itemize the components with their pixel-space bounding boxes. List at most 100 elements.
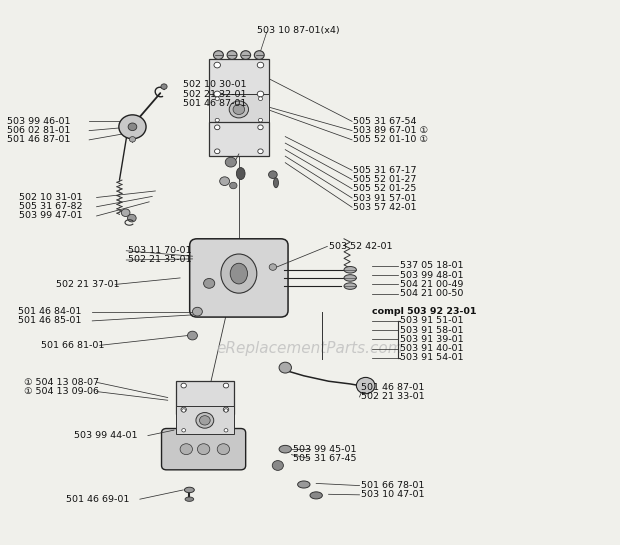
- Ellipse shape: [344, 275, 356, 281]
- Circle shape: [196, 413, 214, 428]
- Text: 501 46 87-01: 501 46 87-01: [7, 135, 70, 144]
- Circle shape: [227, 51, 237, 59]
- Text: 504 21 00-49: 504 21 00-49: [400, 280, 463, 289]
- Circle shape: [217, 444, 229, 455]
- FancyBboxPatch shape: [209, 123, 268, 156]
- Circle shape: [241, 51, 250, 59]
- Text: 503 91 51-01: 503 91 51-01: [400, 317, 463, 325]
- Text: 505 52 01-27: 505 52 01-27: [353, 175, 417, 184]
- Circle shape: [229, 101, 249, 118]
- Circle shape: [203, 278, 215, 288]
- Text: 505 52 01-25: 505 52 01-25: [353, 184, 417, 193]
- Text: 503 91 39-01: 503 91 39-01: [400, 335, 463, 344]
- Text: 501 66 81-01: 501 66 81-01: [41, 341, 104, 350]
- Circle shape: [130, 137, 136, 142]
- Circle shape: [215, 97, 219, 100]
- Circle shape: [224, 428, 228, 432]
- Circle shape: [122, 209, 130, 216]
- Circle shape: [182, 409, 185, 412]
- Circle shape: [128, 123, 137, 131]
- Circle shape: [213, 51, 223, 59]
- Text: 503 99 45-01: 503 99 45-01: [293, 445, 356, 453]
- Text: 505 31 67-45: 505 31 67-45: [293, 454, 356, 463]
- Text: 503 91 54-01: 503 91 54-01: [400, 353, 463, 362]
- Text: 503 91 57-01: 503 91 57-01: [353, 193, 417, 203]
- Text: 502 21 32-01: 502 21 32-01: [183, 90, 247, 99]
- Text: 503 10 47-01: 503 10 47-01: [361, 490, 424, 499]
- Circle shape: [224, 409, 228, 412]
- Circle shape: [225, 158, 236, 167]
- Circle shape: [259, 118, 263, 122]
- FancyBboxPatch shape: [209, 94, 268, 125]
- Ellipse shape: [236, 167, 245, 179]
- FancyBboxPatch shape: [175, 380, 234, 414]
- Circle shape: [259, 97, 263, 100]
- Text: 502 21 35-01: 502 21 35-01: [128, 256, 191, 264]
- Text: 503 99 44-01: 503 99 44-01: [74, 431, 137, 440]
- FancyBboxPatch shape: [175, 406, 234, 434]
- Circle shape: [268, 171, 277, 178]
- Text: 503 11 70-01: 503 11 70-01: [128, 246, 191, 255]
- Text: 503 91 58-01: 503 91 58-01: [400, 325, 463, 335]
- Circle shape: [223, 407, 229, 412]
- Text: 503 57 42-01: 503 57 42-01: [353, 203, 417, 212]
- Text: 505 52 01-10 ①: 505 52 01-10 ①: [353, 135, 428, 144]
- Circle shape: [219, 177, 229, 185]
- Ellipse shape: [185, 497, 193, 501]
- Text: compl 503 92 23-01: compl 503 92 23-01: [372, 307, 476, 316]
- Circle shape: [214, 91, 221, 97]
- Text: 501 46 87-01: 501 46 87-01: [183, 99, 247, 108]
- Text: 501 46 87-01: 501 46 87-01: [361, 383, 424, 392]
- Circle shape: [233, 104, 245, 114]
- Text: 503 91 40-01: 503 91 40-01: [400, 344, 463, 353]
- Text: eReplacementParts.com: eReplacementParts.com: [216, 341, 404, 356]
- Circle shape: [215, 149, 220, 154]
- Text: 505 31 67-54: 505 31 67-54: [353, 117, 417, 126]
- Text: ① 504 13 09-06: ① 504 13 09-06: [24, 387, 99, 396]
- Circle shape: [200, 416, 210, 425]
- Circle shape: [214, 62, 221, 68]
- Circle shape: [192, 307, 202, 316]
- Text: 501 66 78-01: 501 66 78-01: [361, 481, 424, 490]
- Circle shape: [215, 118, 219, 122]
- Ellipse shape: [221, 254, 257, 293]
- Circle shape: [223, 383, 229, 388]
- Text: 505 31 67-82: 505 31 67-82: [19, 202, 82, 211]
- Text: 501 46 85-01: 501 46 85-01: [18, 317, 81, 325]
- Ellipse shape: [184, 487, 194, 493]
- FancyBboxPatch shape: [162, 428, 246, 470]
- Circle shape: [272, 461, 283, 470]
- Circle shape: [258, 125, 263, 130]
- Text: ① 504 13 08-07: ① 504 13 08-07: [24, 378, 99, 387]
- Ellipse shape: [298, 481, 310, 488]
- Ellipse shape: [310, 492, 322, 499]
- Text: 503 52 42-01: 503 52 42-01: [329, 242, 392, 251]
- Text: 501 46 84-01: 501 46 84-01: [18, 307, 81, 316]
- Text: 503 99 46-01: 503 99 46-01: [7, 117, 71, 126]
- Circle shape: [257, 91, 264, 97]
- Ellipse shape: [230, 263, 247, 284]
- Ellipse shape: [344, 267, 356, 273]
- Circle shape: [181, 383, 187, 388]
- Text: 502 21 37-01: 502 21 37-01: [56, 280, 120, 289]
- Circle shape: [356, 378, 375, 393]
- Text: 503 89 67-01 ①: 503 89 67-01 ①: [353, 126, 428, 135]
- Text: 502 10 30-01: 502 10 30-01: [183, 81, 247, 89]
- Circle shape: [180, 444, 192, 455]
- Text: 504 21 00-50: 504 21 00-50: [400, 289, 463, 298]
- Circle shape: [258, 149, 263, 154]
- Circle shape: [254, 51, 264, 59]
- Text: 503 99 48-01: 503 99 48-01: [400, 271, 463, 280]
- Circle shape: [269, 264, 277, 270]
- Text: 501 46 69-01: 501 46 69-01: [66, 495, 129, 504]
- Circle shape: [197, 444, 210, 455]
- Circle shape: [119, 115, 146, 139]
- Circle shape: [128, 214, 136, 222]
- Circle shape: [181, 407, 187, 412]
- Text: 537 05 18-01: 537 05 18-01: [400, 262, 463, 270]
- Circle shape: [229, 182, 237, 189]
- Text: 502 21 33-01: 502 21 33-01: [361, 392, 424, 402]
- Text: 502 10 31-01: 502 10 31-01: [19, 193, 82, 202]
- Circle shape: [279, 362, 291, 373]
- Ellipse shape: [279, 445, 291, 453]
